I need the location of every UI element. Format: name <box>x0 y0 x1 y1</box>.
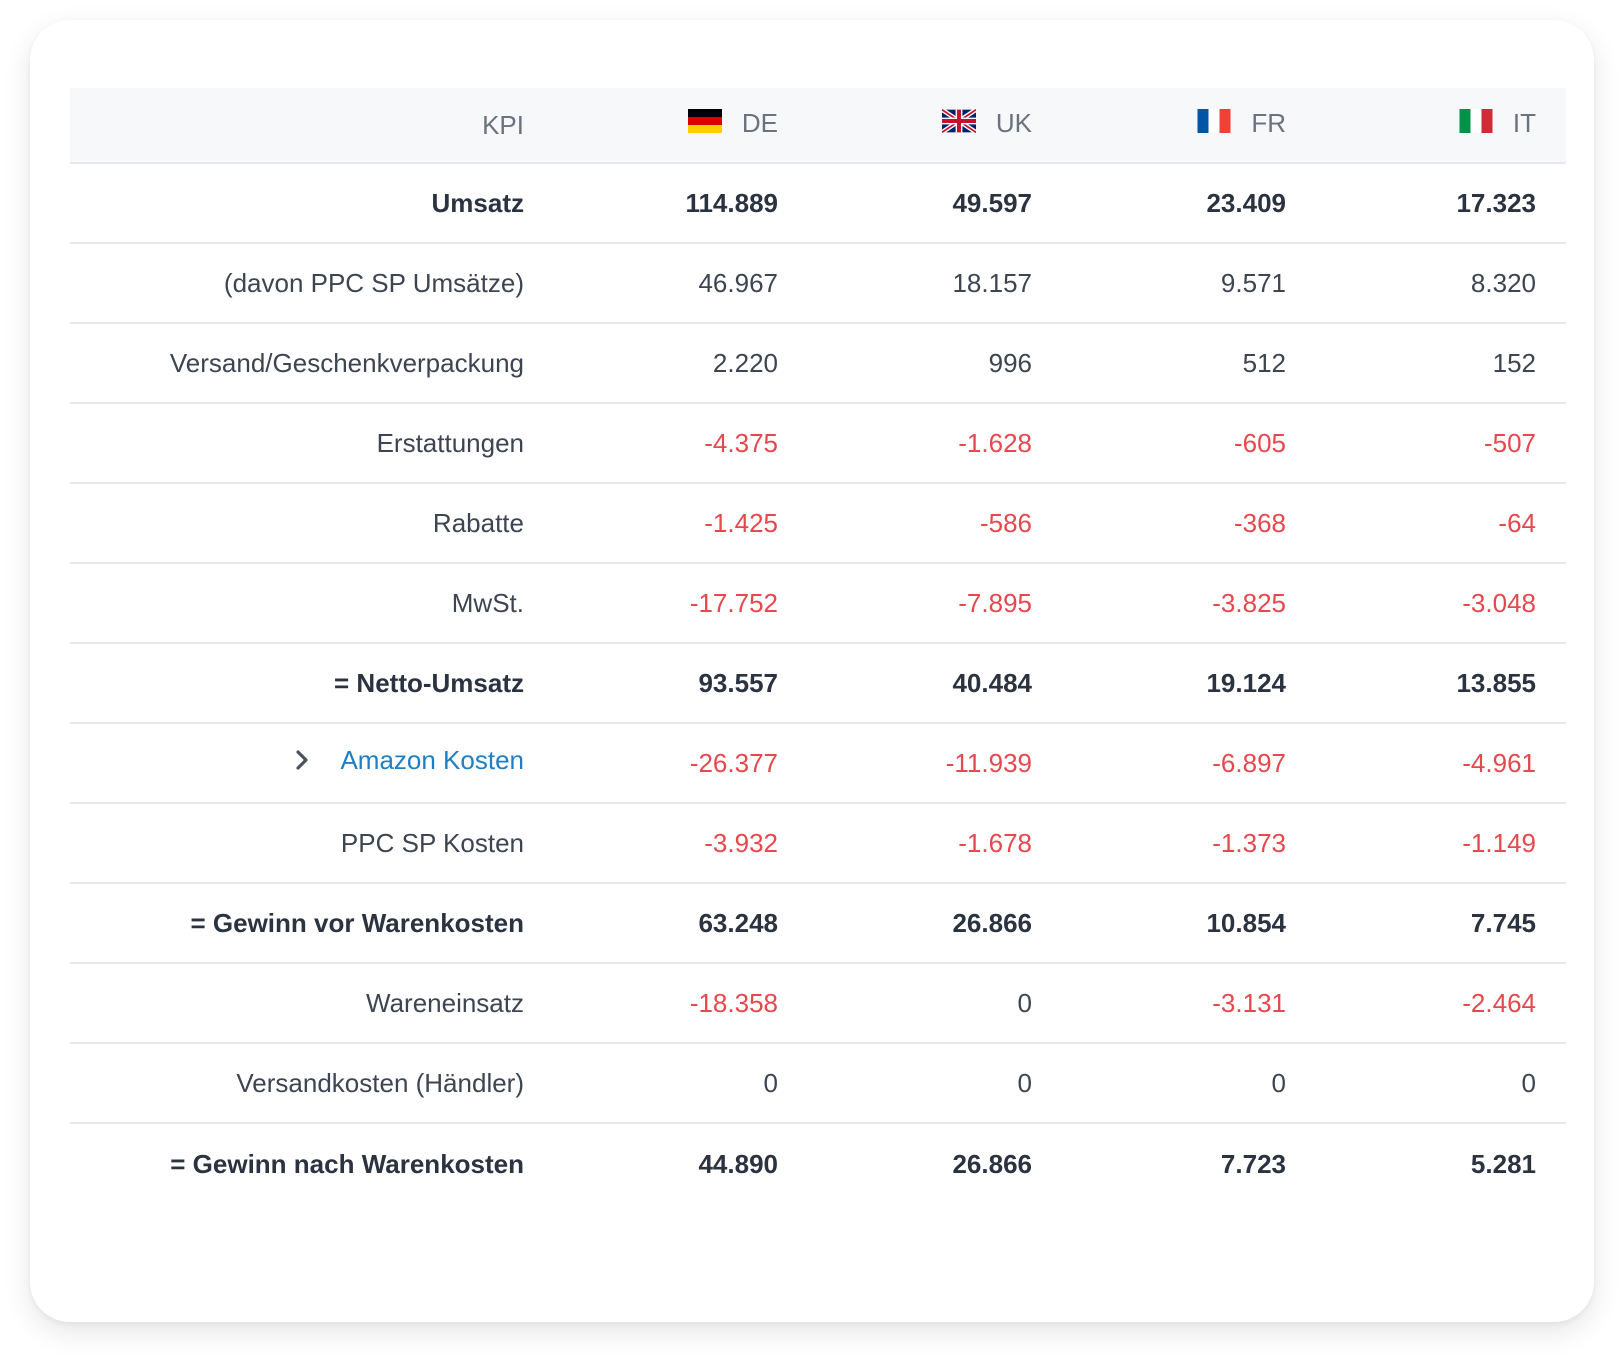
row-label: (davon PPC SP Umsätze) <box>223 267 524 298</box>
value-fr: -1.373 <box>1212 827 1286 858</box>
row-label: = Gewinn nach Warenkosten <box>170 1148 524 1179</box>
value-it: 0 <box>1521 1067 1536 1098</box>
value-fr: 7.723 <box>1220 1148 1286 1179</box>
amazon-kosten-link[interactable]: Amazon Kosten <box>340 744 524 775</box>
header-de[interactable]: DE <box>524 108 778 143</box>
value-de: -26.377 <box>689 747 778 778</box>
chevron-right-icon[interactable] <box>288 746 316 774</box>
value-uk: 26.866 <box>952 907 1032 938</box>
value-fr: 23.409 <box>1206 187 1286 218</box>
row-label: Rabatte <box>432 507 524 538</box>
header-kpi: KPI <box>482 109 524 140</box>
row-label: Erstattungen <box>376 427 524 458</box>
header-fr-label: FR <box>1251 107 1286 138</box>
header-it-label: IT <box>1512 107 1536 138</box>
value-it: 17.323 <box>1456 187 1536 218</box>
value-fr: 19.124 <box>1206 667 1286 698</box>
kpi-table: KPI DE <box>70 88 1566 1204</box>
table-row-umsatz: Umsatz 114.889 49.597 23.409 17.323 <box>70 164 1566 244</box>
row-label: MwSt. <box>451 587 524 618</box>
table-row-versandkosten-haendler: Versandkosten (Händler) 0 0 0 0 <box>70 1044 1566 1124</box>
value-fr: -3.825 <box>1212 587 1286 618</box>
value-it: 8.320 <box>1470 267 1536 298</box>
value-it: 7.745 <box>1470 907 1536 938</box>
germany-flag-icon <box>687 109 722 134</box>
table-row-gewinn-nach-warenkosten: = Gewinn nach Warenkosten 44.890 26.866 … <box>70 1124 1566 1204</box>
italy-flag-icon <box>1459 109 1493 134</box>
value-fr: 9.571 <box>1220 267 1286 298</box>
value-it: 13.855 <box>1456 667 1536 698</box>
value-de: -18.358 <box>689 987 778 1018</box>
value-fr: 10.854 <box>1206 907 1286 938</box>
value-fr: -368 <box>1233 507 1286 538</box>
value-de: 93.557 <box>698 667 778 698</box>
france-flag-icon <box>1197 109 1231 134</box>
value-de: 2.220 <box>712 347 778 378</box>
value-de: 63.248 <box>698 907 778 938</box>
table-row-versand-geschenkverpackung: Versand/Geschenkverpackung 2.220 996 512… <box>70 324 1566 404</box>
value-fr: -605 <box>1233 427 1286 458</box>
uk-flag-icon <box>941 109 976 134</box>
header-it[interactable]: IT <box>1286 108 1536 143</box>
value-it: -4.961 <box>1462 747 1536 778</box>
value-de: -1.425 <box>704 507 778 538</box>
value-fr: 0 <box>1271 1067 1286 1098</box>
table-row-rabatte: Rabatte -1.425 -586 -368 -64 <box>70 484 1566 564</box>
value-uk: 996 <box>988 347 1032 378</box>
value-de: -4.375 <box>704 427 778 458</box>
value-uk: 26.866 <box>952 1148 1032 1179</box>
header-fr[interactable]: FR <box>1032 108 1286 143</box>
value-de: -3.932 <box>704 827 778 858</box>
value-uk: -1.678 <box>958 827 1032 858</box>
value-uk: -1.628 <box>958 427 1032 458</box>
value-uk: 40.484 <box>952 667 1032 698</box>
row-label: Wareneinsatz <box>366 987 524 1018</box>
table-row-ppc-sp-umsaetze: (davon PPC SP Umsätze) 46.967 18.157 9.5… <box>70 244 1566 324</box>
header-uk[interactable]: UK <box>778 108 1032 143</box>
value-de: -17.752 <box>689 587 778 618</box>
value-uk: -11.939 <box>945 747 1032 778</box>
value-uk: 0 <box>1017 987 1032 1018</box>
value-uk: 18.157 <box>952 267 1032 298</box>
row-label: Versand/Geschenkverpackung <box>169 347 524 378</box>
row-label: = Netto-Umsatz <box>334 667 524 698</box>
value-de: 114.889 <box>685 187 778 218</box>
kpi-card: KPI DE <box>30 20 1594 1322</box>
row-label: = Gewinn vor Warenkosten <box>190 907 524 938</box>
header-de-label: DE <box>741 107 778 138</box>
value-it: -1.149 <box>1462 827 1536 858</box>
header-uk-label: UK <box>995 107 1032 138</box>
value-de: 44.890 <box>698 1148 778 1179</box>
row-label: Versandkosten (Händler) <box>236 1067 524 1098</box>
table-header-row: KPI DE <box>70 88 1566 164</box>
table-row-gewinn-vor-warenkosten: = Gewinn vor Warenkosten 63.248 26.866 1… <box>70 884 1566 964</box>
value-uk: -586 <box>979 507 1032 538</box>
row-label: PPC SP Kosten <box>340 827 524 858</box>
amazon-kosten-toggle[interactable]: Amazon Kosten <box>70 745 524 782</box>
value-uk: 49.597 <box>952 187 1032 218</box>
value-it: -507 <box>1483 427 1536 458</box>
table-row-netto-umsatz: = Netto-Umsatz 93.557 40.484 19.124 13.8… <box>70 644 1566 724</box>
value-fr: 512 <box>1242 347 1286 378</box>
value-uk: 0 <box>1017 1067 1032 1098</box>
value-it: 5.281 <box>1470 1148 1536 1179</box>
value-it: 152 <box>1492 347 1536 378</box>
value-it: -2.464 <box>1462 987 1536 1018</box>
value-de: 0 <box>763 1067 778 1098</box>
value-it: -3.048 <box>1462 587 1536 618</box>
value-it: -64 <box>1498 507 1536 538</box>
table-row-wareneinsatz: Wareneinsatz -18.358 0 -3.131 -2.464 <box>70 964 1566 1044</box>
value-fr: -3.131 <box>1212 987 1286 1018</box>
table-row-erstattungen: Erstattungen -4.375 -1.628 -605 -507 <box>70 404 1566 484</box>
table-row-amazon-kosten[interactable]: Amazon Kosten -26.377 -11.939 -6.897 -4.… <box>70 724 1566 804</box>
value-fr: -6.897 <box>1212 747 1286 778</box>
value-de: 46.967 <box>698 267 778 298</box>
table-row-ppc-sp-kosten: PPC SP Kosten -3.932 -1.678 -1.373 -1.14… <box>70 804 1566 884</box>
value-uk: -7.895 <box>958 587 1032 618</box>
row-label: Umsatz <box>431 187 524 218</box>
table-row-mwst: MwSt. -17.752 -7.895 -3.825 -3.048 <box>70 564 1566 644</box>
